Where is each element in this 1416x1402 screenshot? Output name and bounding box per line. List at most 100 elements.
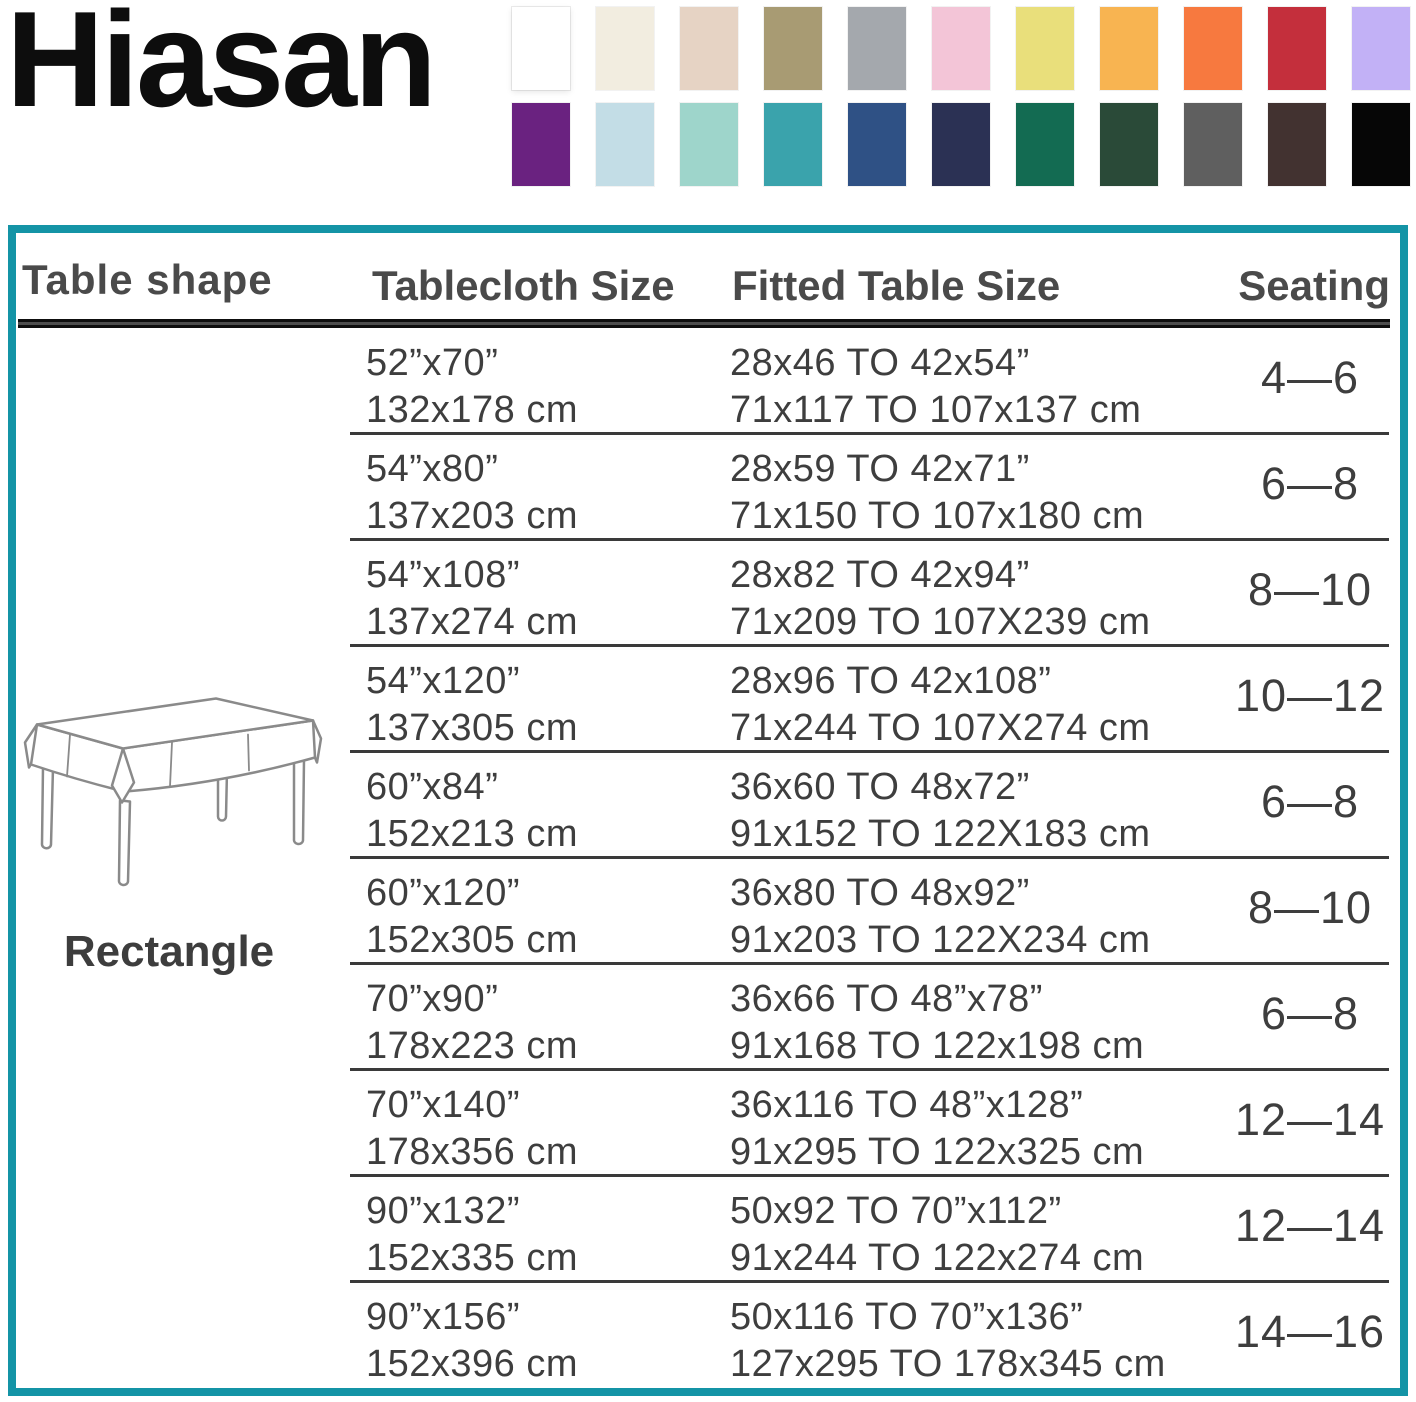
tablecloth-size-cell: 70”x140” 178x356 cm <box>366 1082 578 1176</box>
fitted-size-inches: 36x116 TO 48”x128” <box>730 1084 1084 1126</box>
row-separator <box>350 856 1389 859</box>
row-separator <box>350 1280 1389 1283</box>
row-separator <box>350 1174 1389 1177</box>
seating-cell: 6—8 <box>1260 776 1360 827</box>
size-row: 70”x90” 178x223 cm 36x66 TO 48”x78” 91x168 … <box>16 964 1400 1071</box>
size-row: 60”x120” 152x305 cm 36x80 TO 48x92” 91x203 … <box>16 858 1400 965</box>
fitted-size-cm: 71x244 TO 107X274 cm <box>730 707 1151 749</box>
fitted-size-cm: 71x117 TO 107x137 cm <box>730 389 1142 431</box>
size-row: 70”x140” 178x356 cm 36x116 TO 48”x128” 91x2… <box>16 1070 1400 1177</box>
fitted-table-size-cell: 28x46 TO 42x54” 71x117 TO 107x137 cm <box>730 340 1141 434</box>
tablecloth-size-cm: 178x356 cm <box>366 1131 579 1173</box>
fitted-table-size-cell: 28x59 TO 42x71” 71x150 TO 107x180 cm <box>730 446 1144 540</box>
fitted-size-cm: 91x152 TO 122X183 cm <box>730 813 1151 855</box>
row-separator <box>350 644 1389 647</box>
tablecloth-size-cm: 137x274 cm <box>366 601 579 643</box>
tablecloth-size-inches: 54”x80” <box>366 448 499 490</box>
tablecloth-size-inches: 70”x140” <box>366 1084 520 1126</box>
color-swatch-ivory <box>596 7 654 90</box>
swatch-row <box>512 7 1410 90</box>
header-underline <box>18 319 1390 328</box>
fitted-size-inches: 36x80 TO 48x92” <box>730 872 1030 914</box>
fitted-size-cm: 127x295 TO 178x345 cm <box>730 1343 1166 1385</box>
tablecloth-size-cm: 178x223 cm <box>366 1025 579 1067</box>
color-swatch-dark-grey <box>1184 103 1242 186</box>
tablecloth-size-cm: 152x396 cm <box>366 1343 579 1385</box>
tablecloth-size-cell: 54”x80” 137x203 cm <box>366 446 578 540</box>
row-separator <box>350 538 1389 541</box>
fitted-table-size-cell: 36x60 TO 48x72” 91x152 TO 122X183 cm <box>730 764 1151 858</box>
tablecloth-size-cell: 90”x132” 152x335 cm <box>366 1188 578 1282</box>
tablecloth-size-inches: 70”x90” <box>366 978 499 1020</box>
color-swatch-purple <box>512 103 570 186</box>
size-row: 90”x156” 152x396 cm 50x116 TO 70”x136” 127x… <box>16 1282 1400 1388</box>
fitted-table-size-cell: 36x80 TO 48x92” 91x203 TO 122X234 cm <box>730 870 1151 964</box>
color-swatch-red <box>1268 7 1326 90</box>
fitted-size-inches: 28x46 TO 42x54” <box>730 342 1030 384</box>
tablecloth-size-cell: 54”x120” 137x305 cm <box>366 658 578 752</box>
seating-cell: 8—10 <box>1247 882 1373 933</box>
color-swatch-black <box>1352 103 1410 186</box>
fitted-table-size-cell: 50x92 TO 70”x112” 91x244 TO 122x274 cm <box>730 1188 1144 1282</box>
tablecloth-size-cell: 52”x70” 132x178 cm <box>366 340 578 434</box>
fitted-size-inches: 28x82 TO 42x94” <box>730 554 1030 596</box>
fitted-table-size-cell: 36x66 TO 48”x78” 91x168 TO 122x198 cm <box>730 976 1144 1070</box>
fitted-table-size-cell: 50x116 TO 70”x136” 127x295 TO 178x345 cm <box>730 1294 1166 1388</box>
size-rows: 52”x70” 132x178 cm 28x46 TO 42x54” 71x117 T… <box>16 328 1400 1388</box>
tablecloth-size-cm: 137x305 cm <box>366 707 579 749</box>
color-swatch-pink <box>932 7 990 90</box>
tablecloth-size-inches: 60”x120” <box>366 872 520 914</box>
seating-cell: 8—10 <box>1247 564 1373 615</box>
fitted-size-cm: 71x209 TO 107X239 cm <box>730 601 1151 643</box>
rectangle-table-icon <box>23 697 323 887</box>
seating-cell: 12—14 <box>1234 1094 1386 1145</box>
tablecloth-size-inches: 60”x84” <box>366 766 499 808</box>
fitted-size-cm: 91x168 TO 122x198 cm <box>730 1025 1145 1067</box>
size-row: 52”x70” 132x178 cm 28x46 TO 42x54” 71x117 T… <box>16 328 1400 435</box>
tablecloth-size-cell: 54”x108” 137x274 cm <box>366 552 578 646</box>
row-separator <box>350 1068 1389 1071</box>
color-swatch-green <box>1016 103 1074 186</box>
seating-cell: 12—14 <box>1234 1200 1386 1251</box>
tablecloth-size-cm: 137x203 cm <box>366 495 579 537</box>
color-swatch-beige <box>680 7 738 90</box>
color-swatch-brown <box>1268 103 1326 186</box>
fitted-size-cm: 91x244 TO 122x274 cm <box>730 1237 1145 1279</box>
color-swatch-marigold <box>1100 7 1158 90</box>
tablecloth-size-cell: 60”x84” 152x213 cm <box>366 764 578 858</box>
color-swatch-dark-navy <box>932 103 990 186</box>
fitted-size-inches: 28x96 TO 42x108” <box>730 660 1052 702</box>
size-chart: Table shape Tablecloth Size Fitted Table… <box>8 225 1408 1396</box>
color-swatch-khaki <box>764 7 822 90</box>
color-swatch-orange <box>1184 7 1242 90</box>
tablecloth-size-inches: 90”x132” <box>366 1190 520 1232</box>
tablecloth-size-inches: 54”x120” <box>366 660 520 702</box>
size-row: 90”x132” 152x335 cm 50x92 TO 70”x112” 91x24… <box>16 1176 1400 1283</box>
color-swatches <box>512 7 1410 199</box>
fitted-size-cm: 91x203 TO 122X234 cm <box>730 919 1151 961</box>
fitted-size-cm: 91x295 TO 122x325 cm <box>730 1131 1145 1173</box>
size-row: 54”x108” 137x274 cm 28x82 TO 42x94” 71x209 … <box>16 540 1400 647</box>
tablecloth-size-inches: 90”x156” <box>366 1296 520 1338</box>
size-row: 54”x120” 137x305 cm 28x96 TO 42x108” 71x244… <box>16 646 1400 753</box>
tablecloth-size-cm: 152x305 cm <box>366 919 579 961</box>
brand-logo: Hiasan <box>6 0 437 135</box>
fitted-size-inches: 50x92 TO 70”x112” <box>730 1190 1062 1232</box>
tablecloth-size-inches: 54”x108” <box>366 554 520 596</box>
tablecloth-size-cell: 70”x90” 178x223 cm <box>366 976 578 1070</box>
fitted-table-size-cell: 28x82 TO 42x94” 71x209 TO 107X239 cm <box>730 552 1151 646</box>
color-swatch-white <box>512 7 570 90</box>
header-table-shape: Table shape <box>22 256 273 303</box>
fitted-size-inches: 36x66 TO 48”x78” <box>730 978 1043 1020</box>
size-row: 60”x84” 152x213 cm 36x60 TO 48x72” 91x152 T… <box>16 752 1400 859</box>
seating-cell: 14—16 <box>1234 1306 1386 1357</box>
tablecloth-size-cell: 90”x156” 152x396 cm <box>366 1294 578 1388</box>
color-swatch-navy-blue <box>848 103 906 186</box>
header-tablecloth-size: Tablecloth Size <box>372 262 675 309</box>
swatch-row <box>512 103 1410 186</box>
seating-cell: 6—8 <box>1260 458 1360 509</box>
tablecloth-size-cell: 60”x120” 152x305 cm <box>366 870 578 964</box>
tablecloth-size-inches: 52”x70” <box>366 342 499 384</box>
color-swatch-lavender <box>1352 7 1410 90</box>
